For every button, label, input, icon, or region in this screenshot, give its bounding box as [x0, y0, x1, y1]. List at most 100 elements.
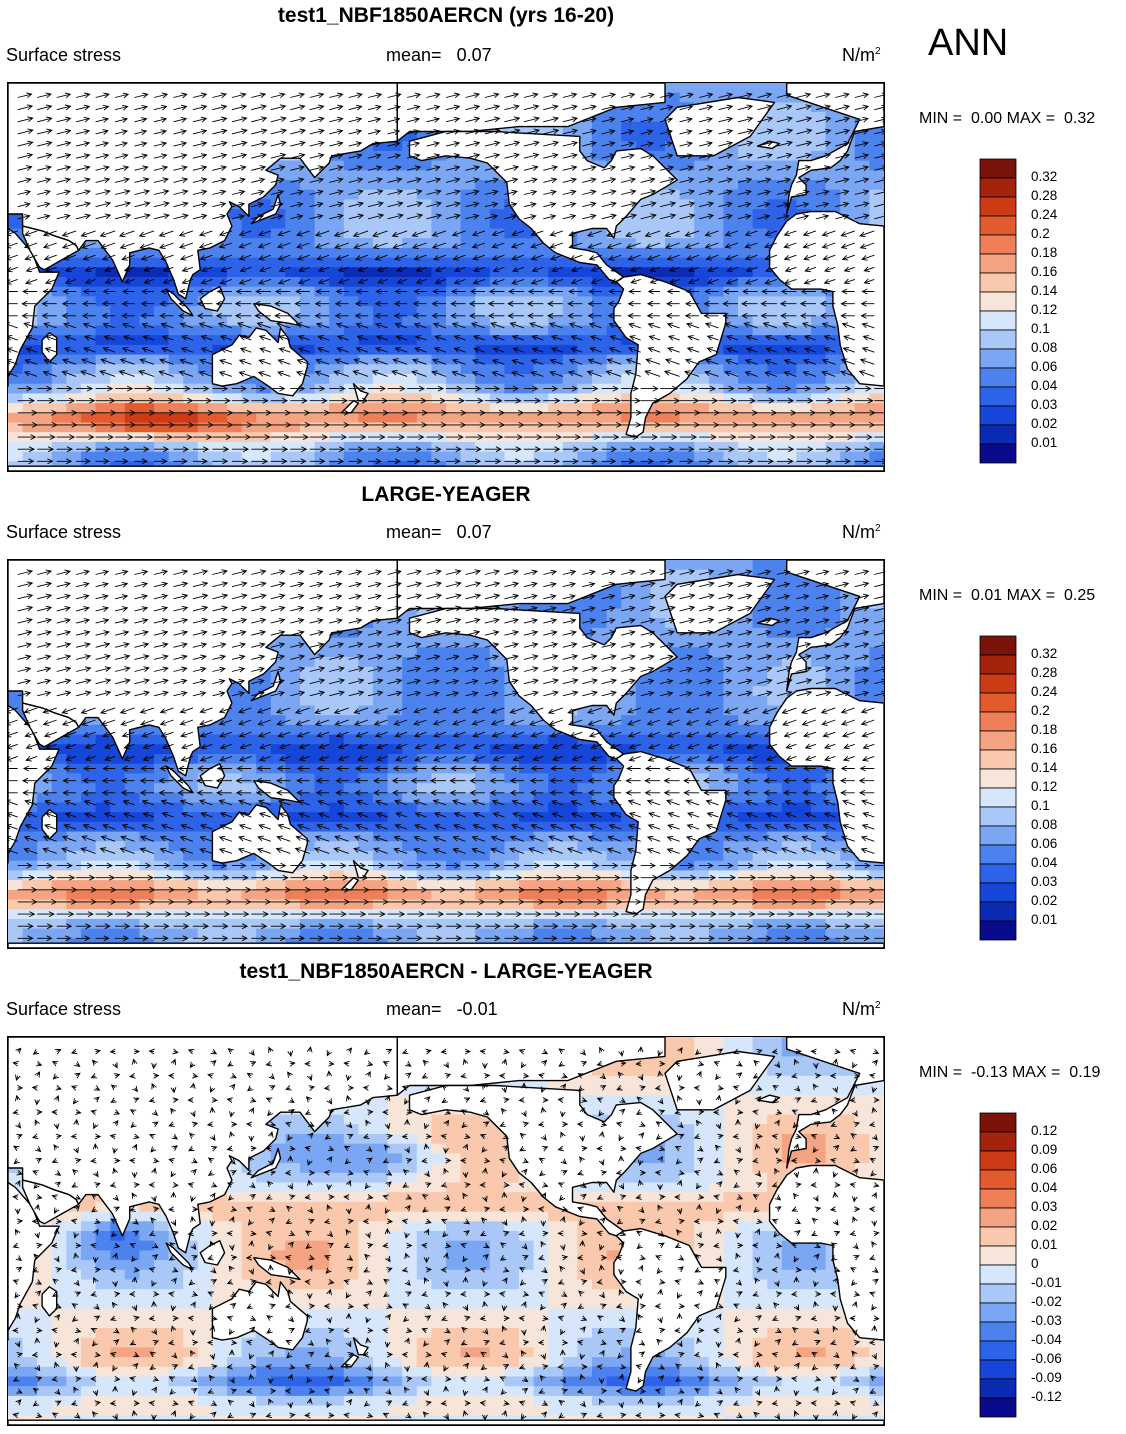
stress-arrow — [334, 300, 349, 307]
field-cell — [314, 209, 330, 220]
field-cell — [869, 647, 884, 658]
stress-arrow — [239, 347, 252, 353]
stress-arrow — [198, 322, 213, 329]
field-cell — [416, 657, 432, 668]
field-cell — [270, 209, 286, 220]
field-cell — [212, 451, 228, 462]
field-cell — [110, 393, 126, 404]
field-cell — [270, 715, 286, 726]
stress-arrow — [297, 335, 310, 341]
field-cell — [592, 422, 608, 433]
field-cell — [446, 170, 462, 181]
stress-arrow — [354, 312, 369, 319]
stress-arrow — [446, 434, 464, 441]
stress-arrow — [451, 230, 466, 237]
stress-arrow — [737, 116, 754, 123]
stress-arrow — [854, 421, 876, 428]
stress-arrow — [679, 385, 698, 392]
field-cell — [475, 160, 491, 171]
field-cell — [460, 403, 476, 414]
field-cell — [416, 306, 432, 317]
field-cell — [270, 724, 286, 736]
stress-arrow — [431, 242, 447, 249]
field-cell — [329, 170, 345, 181]
stress-arrow — [484, 104, 501, 111]
field-cell — [227, 277, 243, 288]
stress-arrow — [465, 153, 481, 159]
field-cell — [781, 180, 797, 191]
field-cell — [51, 354, 67, 365]
stress-arrow — [784, 335, 797, 341]
stress-arrow — [309, 385, 326, 392]
field-cell — [197, 403, 213, 414]
field-cell — [358, 247, 374, 259]
stress-arrow — [75, 116, 91, 123]
field-cell — [110, 364, 126, 375]
field-cell — [592, 247, 608, 259]
field-cell — [256, 715, 272, 726]
field-cell — [767, 102, 783, 113]
field-cell — [694, 247, 710, 259]
stress-arrow — [543, 214, 557, 220]
stress-arrow — [815, 128, 832, 135]
stress-arrow — [504, 165, 520, 171]
stress-arrow — [757, 385, 773, 392]
stress-arrow — [173, 92, 188, 99]
field-cell — [811, 422, 827, 433]
field-cell — [402, 199, 418, 210]
field-cell — [285, 666, 301, 677]
field-cell — [519, 286, 535, 297]
field-cell — [723, 325, 739, 336]
field-cell — [752, 325, 768, 336]
field-cell — [752, 354, 768, 365]
stress-arrow — [101, 312, 116, 319]
field-cell — [694, 189, 710, 200]
stress-arrow — [37, 385, 53, 392]
stress-arrow — [821, 230, 836, 237]
stress-arrow — [762, 322, 778, 329]
field-cell — [679, 189, 695, 200]
field-cell — [708, 403, 724, 414]
field-cell — [343, 306, 359, 317]
field-cell — [650, 686, 666, 697]
field-cell — [811, 364, 827, 375]
stress-arrow — [640, 385, 659, 392]
stress-arrow — [406, 177, 422, 183]
stress-arrow — [840, 370, 855, 377]
stress-arrow — [800, 288, 816, 295]
field-cell — [665, 393, 681, 404]
field-cell — [825, 412, 841, 424]
field-cell — [154, 393, 170, 404]
stress-arrow — [646, 254, 661, 261]
field-cell — [577, 141, 593, 152]
stress-arrow — [679, 458, 694, 465]
stress-arrow — [504, 177, 519, 184]
field-cell — [650, 150, 666, 162]
field-cell — [606, 374, 622, 385]
field-cell — [416, 325, 432, 336]
field-cell — [577, 131, 593, 142]
stress-arrow — [776, 128, 794, 135]
panel1-colorbar: 0.32 0.28 0.24 0.2 0.18 0.16 0.14 0.12 0.1 0.08 0.… — [979, 158, 1126, 464]
stress-arrow — [17, 152, 34, 159]
field-cell — [650, 618, 666, 629]
stress-arrow — [348, 141, 363, 147]
field-cell — [489, 451, 505, 462]
stress-arrow — [679, 397, 700, 404]
stress-arrow — [446, 421, 467, 428]
stress-arrow — [453, 347, 466, 353]
stress-arrow — [179, 358, 194, 365]
stress-arrow — [434, 335, 447, 341]
panel1-map-svg — [8, 83, 884, 471]
field-cell — [475, 199, 491, 210]
field-cell — [708, 686, 724, 697]
field-cell — [548, 412, 564, 424]
stress-arrow — [37, 128, 53, 135]
field-cell — [738, 364, 754, 375]
field-cell — [562, 403, 578, 414]
field-cell — [767, 686, 783, 697]
field-cell — [869, 676, 884, 687]
stress-arrow — [526, 300, 544, 307]
field-cell — [592, 335, 608, 346]
field-cell — [825, 121, 841, 133]
